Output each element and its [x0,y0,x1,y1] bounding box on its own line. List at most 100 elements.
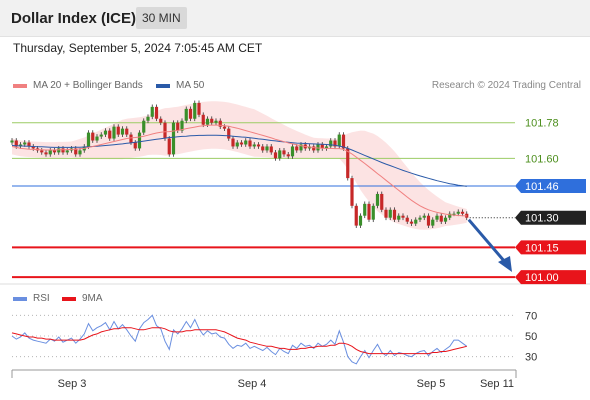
candle-body[interactable] [295,146,299,151]
candle-body[interactable] [112,126,116,139]
candle-body[interactable] [48,150,52,155]
candle-body[interactable] [375,193,380,206]
candle-body[interactable] [439,215,443,222]
candle-body[interactable] [61,148,65,153]
candle-body[interactable] [312,146,316,151]
candle-body[interactable] [23,142,27,145]
candle-body[interactable] [409,221,414,224]
candle-body[interactable] [443,217,448,222]
candle-body[interactable] [57,148,61,153]
candle-body[interactable] [167,138,171,155]
candle-body[interactable] [210,118,214,123]
candle-body[interactable] [95,136,99,141]
candle-body[interactable] [367,203,371,220]
candle-body[interactable] [154,106,159,119]
candle-body[interactable] [460,211,465,214]
candle-body[interactable] [159,118,163,123]
candle-body[interactable] [129,134,133,143]
candle-body[interactable] [320,144,324,149]
candle-body[interactable] [142,120,146,133]
candle-body[interactable] [256,144,261,147]
candle-body[interactable] [448,213,452,218]
candle-body[interactable] [99,134,103,137]
candle-body[interactable] [14,140,18,147]
candle-body[interactable] [176,122,180,131]
candle-body[interactable] [184,108,188,121]
candle-body[interactable] [227,128,231,139]
candle-body[interactable] [120,128,125,135]
candle-body[interactable] [214,120,218,123]
candle-body[interactable] [354,205,358,226]
candle-body[interactable] [324,146,329,149]
candle-body[interactable] [65,150,69,153]
candle-body[interactable] [74,148,78,155]
candle-body[interactable] [180,120,184,131]
candle-body[interactable] [231,138,235,147]
candle-body[interactable] [456,211,460,214]
candle-body[interactable] [333,140,337,147]
candle-body[interactable] [418,217,422,220]
candle-body[interactable] [371,205,375,220]
candle-body[interactable] [401,215,405,218]
candle-body[interactable] [282,150,286,155]
candle-body[interactable] [103,130,108,135]
candle-body[interactable] [273,152,278,159]
candle-body[interactable] [108,130,112,139]
candle-body[interactable] [44,152,48,155]
candle-body[interactable] [329,140,333,147]
candle-body[interactable] [316,144,320,151]
candle-body[interactable] [405,217,409,222]
candle-body[interactable] [78,150,82,155]
candle-body[interactable] [261,146,265,151]
candle-body[interactable] [248,140,252,147]
candle-body[interactable] [388,209,392,218]
candle-body[interactable] [265,146,269,151]
candle-body[interactable] [269,146,273,153]
candle-body[interactable] [116,126,120,135]
candle-body[interactable] [205,118,210,125]
candle-body[interactable] [426,215,431,226]
candle-body[interactable] [86,132,91,147]
candle-body[interactable] [358,215,363,226]
candle-body[interactable] [397,215,401,220]
candle-body[interactable] [40,150,44,153]
candle-body[interactable] [431,219,435,226]
candle-body[interactable] [163,122,167,139]
timeframe-badge[interactable]: 30 MIN [136,7,187,29]
candle-body[interactable] [414,219,418,224]
candle-body[interactable] [252,144,256,147]
candle-body[interactable] [278,150,282,159]
candle-body[interactable] [244,140,248,145]
candle-body[interactable] [133,142,137,149]
candle-body[interactable] [218,120,222,127]
candle-body[interactable] [422,215,426,218]
candle-body[interactable] [31,146,35,149]
candle-body[interactable] [10,140,14,143]
candle-body[interactable] [286,154,290,157]
candle-body[interactable] [137,132,142,149]
candle-body[interactable] [222,126,227,129]
candle-body[interactable] [171,122,176,155]
candle-body[interactable] [27,142,31,147]
candle-body[interactable] [350,178,354,206]
candle-body[interactable] [299,144,303,151]
candle-body[interactable] [150,106,154,117]
candle-body[interactable] [384,209,388,218]
candle-body[interactable] [341,134,346,149]
candle-body[interactable] [201,114,205,125]
candle-body[interactable] [197,102,201,115]
candle-body[interactable] [337,134,341,147]
candle-body[interactable] [193,102,197,119]
candle-body[interactable] [91,132,95,141]
candle-body[interactable] [392,209,397,220]
candle-body[interactable] [125,128,129,135]
candle-body[interactable] [188,108,193,119]
candle-body[interactable] [452,213,456,215]
candle-body[interactable] [346,148,350,179]
candle-body[interactable] [235,142,239,147]
candle-body[interactable] [52,150,57,153]
candle-body[interactable] [239,142,244,145]
candle-body[interactable] [146,116,150,121]
candle-body[interactable] [380,193,384,210]
